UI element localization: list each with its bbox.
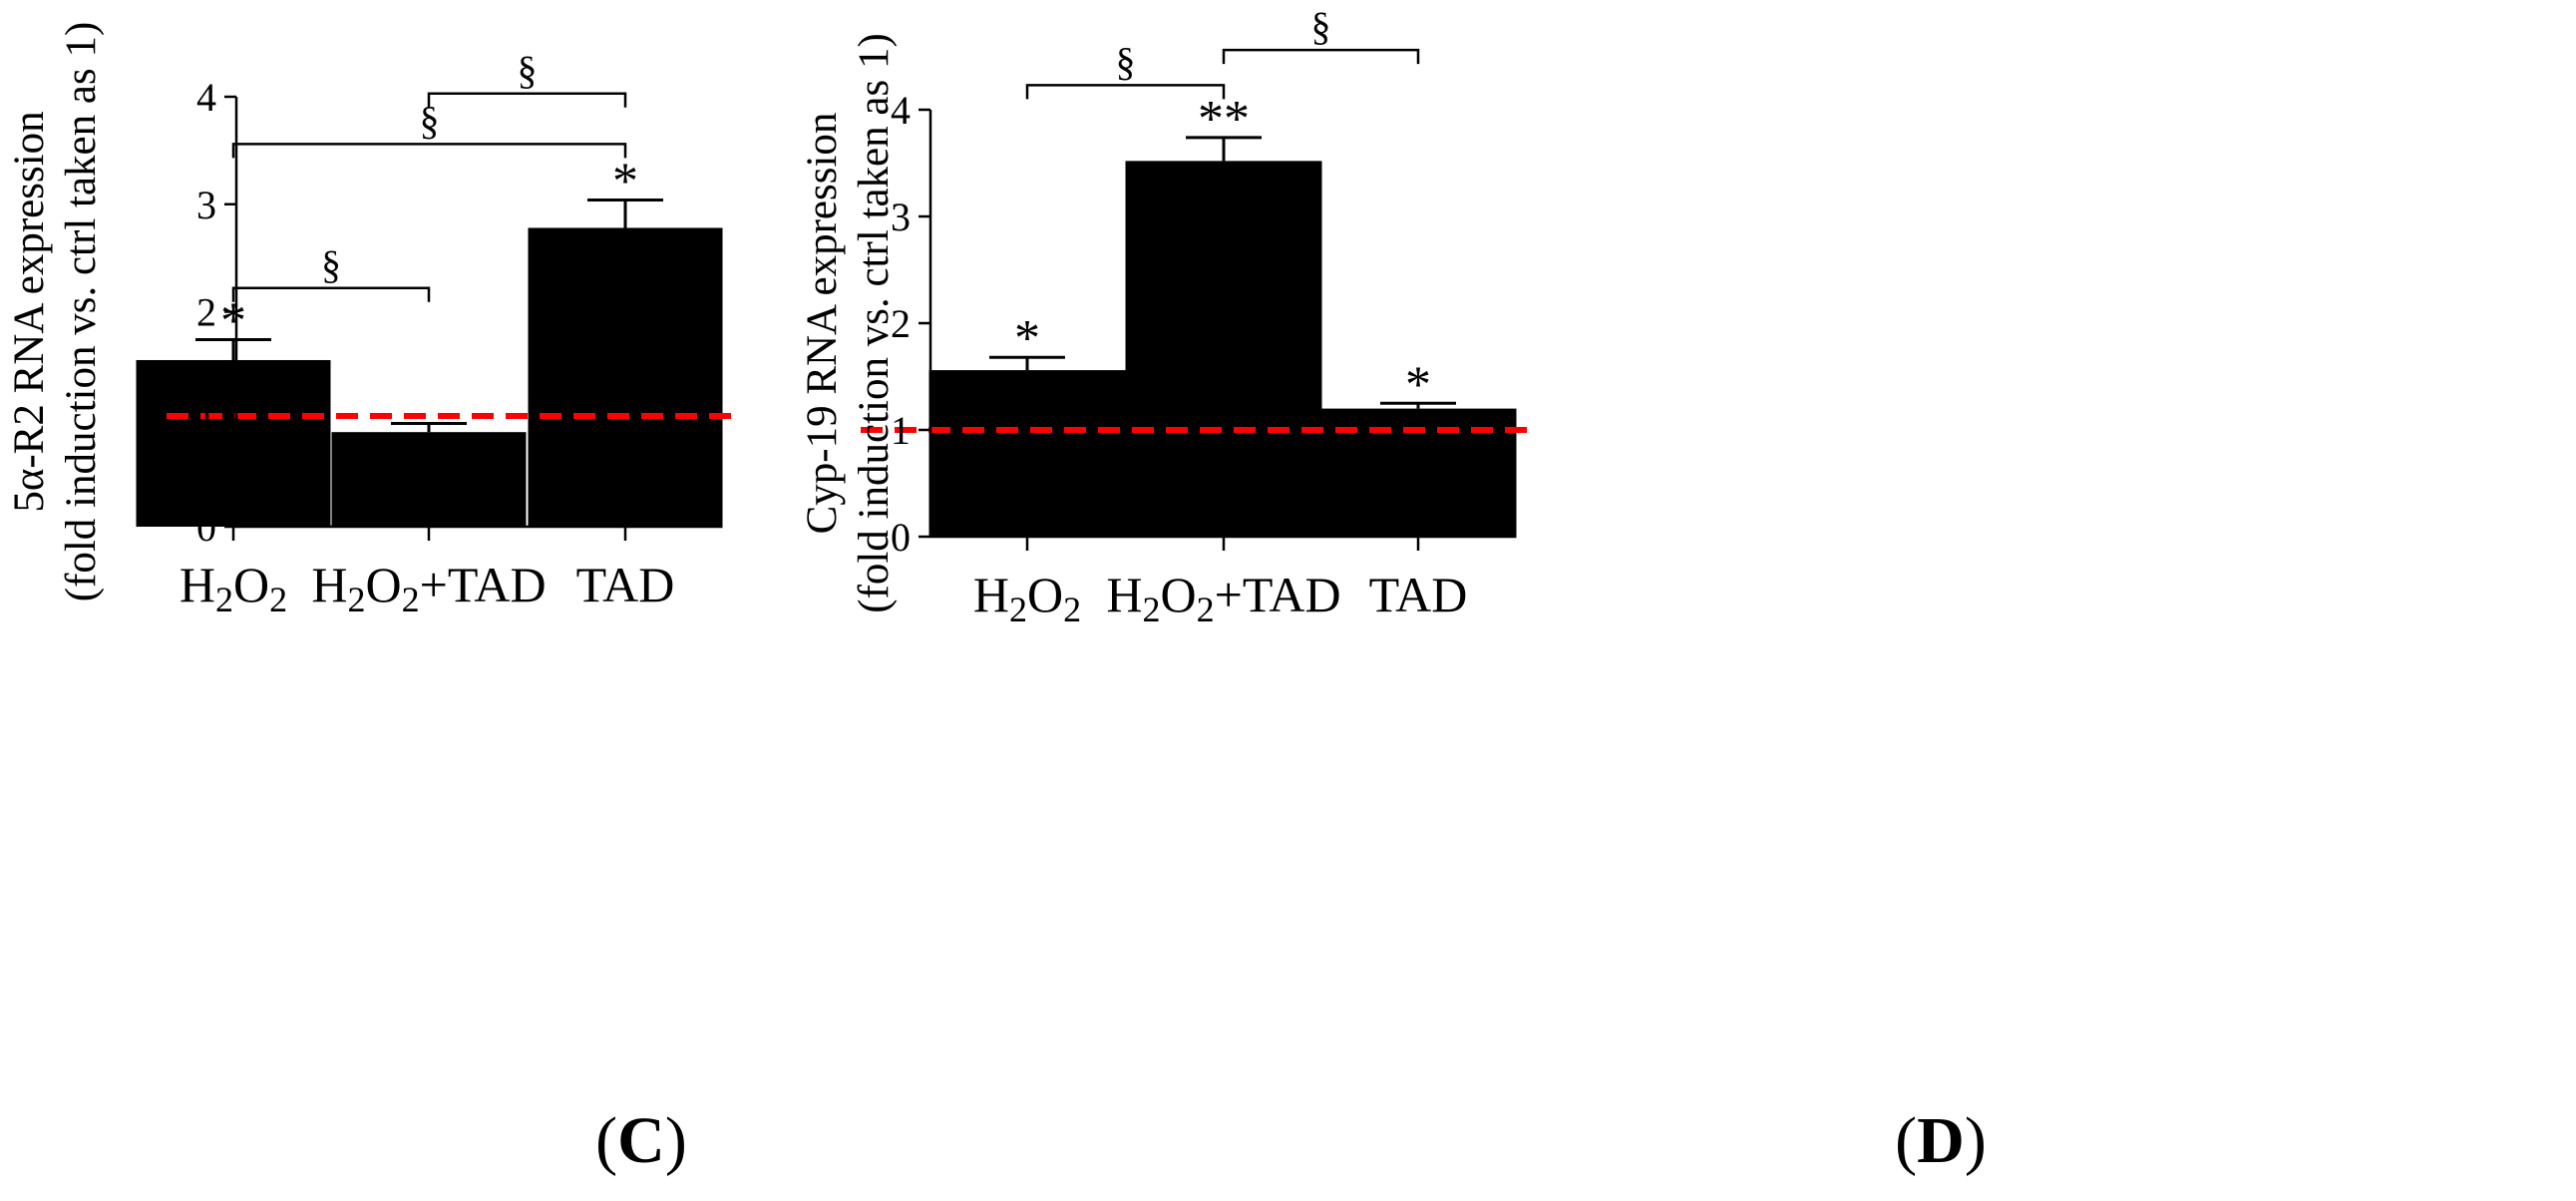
- y-tick-label-3: 3: [196, 183, 216, 227]
- bracket-label-1: §: [1311, 4, 1331, 49]
- x-tick-label-2: TAD: [1369, 567, 1468, 622]
- bar-2: [528, 227, 723, 527]
- significance-marker-2: *: [612, 153, 638, 209]
- y-tick-label-3: 3: [891, 195, 911, 239]
- bracket-2: [427, 92, 627, 108]
- y-axis-subtitle: (fold induction vs. ctrl taken as 1): [851, 33, 898, 613]
- y-axis-subtitle: (fold induction vs. ctrl taken as 1): [58, 22, 105, 602]
- y-tick-label-0: 0: [891, 515, 911, 560]
- bar-0: [928, 370, 1126, 537]
- bar-1: [1125, 161, 1322, 538]
- x-tick-label-0: H2O2: [180, 557, 287, 619]
- significance-marker-1: **: [1198, 91, 1250, 148]
- y-tick-label-1: 1: [891, 408, 911, 453]
- bracket-0: [1025, 84, 1226, 100]
- y-tick-label-4: 4: [196, 75, 216, 120]
- panel-d-label: (D): [1895, 1104, 1987, 1177]
- bar-1: [331, 432, 527, 527]
- y-tick-label-2: 2: [891, 301, 911, 346]
- y-tick-label-0: 0: [196, 505, 216, 550]
- bracket-label-0: §: [321, 242, 341, 287]
- y-tick-label-4: 4: [891, 88, 911, 133]
- significance-marker-0: *: [220, 293, 246, 350]
- x-tick-label-1: H2O2+TAD: [311, 557, 546, 619]
- significance-marker-2: *: [1405, 356, 1431, 413]
- bar-0: [136, 359, 331, 527]
- y-axis-title: 5α-R2 RNA expression: [6, 111, 53, 512]
- significance-marker-0: *: [1014, 310, 1040, 367]
- bracket-1: [231, 143, 627, 159]
- y-axis-title: Cyp-19 RNA expression: [799, 113, 846, 535]
- bracket-0: [231, 286, 431, 302]
- x-tick-label-2: TAD: [576, 557, 675, 612]
- bracket-1: [1222, 48, 1420, 65]
- bracket-label-2: §: [518, 48, 538, 93]
- bracket-label-0: §: [1116, 39, 1136, 84]
- y-tick-label-2: 2: [196, 290, 216, 335]
- panel-c-chart: 0 1 2 3 4 H2O2 H2O2+TAD TAD * * § § § 5α-R2 RNA expre…: [6, 22, 743, 619]
- y-tick-label-1: 1: [196, 397, 216, 442]
- x-tick-label-1: H2O2+TAD: [1106, 567, 1340, 629]
- bracket-label-1: §: [420, 98, 440, 143]
- panel-c-label: (C): [595, 1104, 687, 1177]
- x-tick-label-0: H2O2: [973, 567, 1081, 629]
